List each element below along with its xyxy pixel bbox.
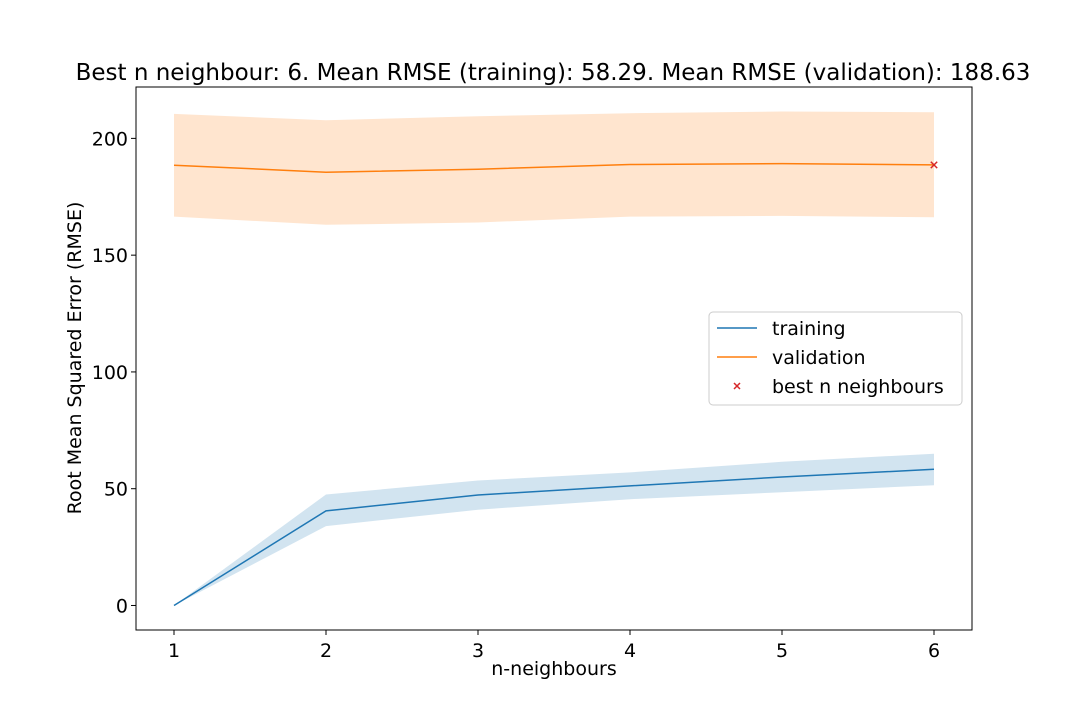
x-tick-label: 5	[776, 640, 788, 662]
legend-training-label: training	[772, 318, 846, 340]
y-tick-label: 200	[92, 128, 128, 150]
y-axis-label: Root Mean Squared Error (RMSE)	[64, 202, 86, 515]
y-tick-label: 50	[104, 479, 128, 501]
y-tick-label: 150	[92, 245, 128, 267]
series-lines	[173, 162, 935, 607]
validation-band	[174, 111, 934, 225]
chart-title: Best n neighbour: 6. Mean RMSE (training…	[76, 60, 1031, 86]
legend-best-label: best n neighbours	[772, 376, 944, 398]
plot-frame	[135, 86, 973, 631]
y-tick-label: 0	[116, 595, 128, 617]
x-tick-label: 2	[320, 640, 332, 662]
y-axis-ticks: 0 50 100 150 200	[92, 128, 136, 617]
legend-validation-label: validation	[772, 347, 866, 369]
legend-best-marker	[733, 382, 741, 390]
x-tick-label: 1	[168, 640, 180, 662]
x-tick-label: 4	[624, 640, 636, 662]
marker-stroke-b	[930, 161, 938, 169]
x-axis-label: n-neighbours	[491, 658, 616, 680]
confidence-bands	[174, 111, 934, 606]
x-tick-label: 6	[928, 640, 940, 662]
x-tick-label: 3	[472, 640, 484, 662]
legend: training validation best n neighbours	[708, 311, 963, 406]
y-tick-label: 100	[92, 362, 128, 384]
training-line	[173, 468, 935, 607]
validation-line	[173, 162, 935, 173]
best-n-neighbours-marker	[930, 161, 938, 169]
training-band	[174, 453, 934, 606]
x-axis-ticks: 1 2 3 4 5 6	[168, 630, 940, 662]
best-markers	[930, 161, 938, 169]
legend-box	[708, 311, 963, 406]
